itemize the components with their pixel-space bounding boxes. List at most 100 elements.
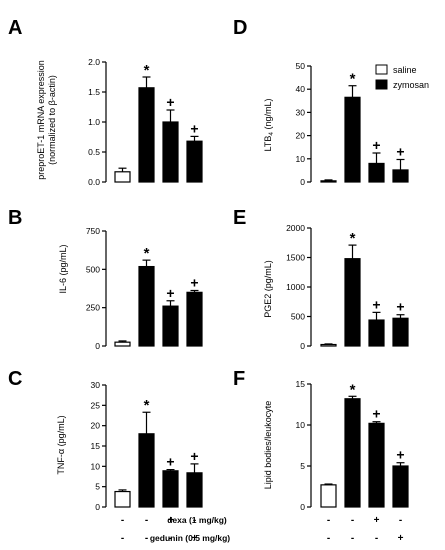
y-tick-label: 10 — [296, 154, 306, 164]
bar — [320, 484, 337, 508]
panel-A: A preproET-1 mRNA expression (normalized… — [8, 17, 203, 187]
y-tick-label: 0 — [300, 502, 305, 512]
significance-marker: + — [396, 299, 404, 315]
y-axis-label: IL-6 (pg/mL) — [58, 244, 68, 293]
bar — [186, 291, 203, 347]
bar — [392, 317, 409, 347]
y-tick-label: 2.0 — [88, 57, 100, 67]
treatment-sign: - — [169, 533, 172, 544]
y-tick-label: 0.0 — [88, 177, 100, 187]
y-tick-label: 30 — [296, 107, 306, 117]
treatment-sign: + — [374, 515, 380, 526]
bar — [320, 343, 337, 347]
significance-marker: + — [372, 137, 380, 153]
significance-marker: + — [396, 143, 404, 159]
y-tick-label: 20 — [296, 131, 306, 141]
legend-label-zymosan: zymosan — [393, 80, 429, 90]
y-tick-label: 0 — [300, 341, 305, 351]
treatment-sign: - — [145, 533, 148, 544]
significance-marker: * — [144, 245, 150, 262]
treatment-sign: + — [398, 533, 404, 544]
significance-marker: + — [372, 406, 380, 422]
significance-marker: + — [166, 285, 174, 301]
panel-F: F Lipid bodies/leukocyte 0 5 10 15 * + + — [233, 368, 409, 512]
panel-letter: A — [8, 17, 22, 39]
y-tick-label: 0 — [95, 341, 100, 351]
y-tick-label: 250 — [86, 303, 100, 313]
bar — [114, 341, 131, 347]
y-tick-label: 40 — [296, 84, 306, 94]
y-tick-label: 20 — [91, 421, 101, 431]
panel-C: C TNF-α (pg/mL) 0 5 10 15 20 25 30 * + + — [8, 368, 203, 512]
y-tick-label: 10 — [296, 420, 306, 430]
bar — [368, 162, 385, 183]
bar — [392, 169, 409, 183]
y-tick-label: 25 — [91, 400, 101, 410]
treatment-sign: - — [351, 515, 354, 526]
bar — [162, 305, 179, 347]
y-tick-label: 2000 — [286, 223, 305, 233]
treatment-signs-left: - - + - - - - + — [121, 515, 198, 544]
bar — [186, 472, 203, 508]
significance-marker: * — [144, 62, 150, 79]
significance-marker: + — [166, 94, 174, 110]
bar — [392, 465, 409, 508]
treatment-label-dexa: dexa (1 mg/kg) — [167, 515, 227, 525]
y-axis-label-line1: preproET-1 mRNA expression — [36, 60, 46, 180]
treatment-sign: - — [327, 533, 330, 544]
treatment-sign: - — [121, 515, 124, 526]
significance-marker: + — [372, 296, 380, 312]
treatment-table: dexa (1 mg/kg) gedunin (0.5 mg/kg) - - + --… — [121, 515, 404, 544]
significance-marker: * — [350, 381, 356, 398]
treatment-sign: - — [193, 515, 196, 526]
y-tick-label: 30 — [91, 380, 101, 390]
y-tick-label: 15 — [296, 379, 306, 389]
significance-marker: + — [190, 448, 198, 464]
treatment-sign: + — [192, 533, 198, 544]
panel-letter: F — [233, 368, 245, 390]
bar — [138, 265, 155, 347]
bar — [138, 433, 155, 508]
significance-marker: * — [144, 397, 150, 414]
y-tick-label: 0.5 — [88, 147, 100, 157]
y-tick-label: 5 — [300, 461, 305, 471]
bar — [320, 180, 337, 183]
legend: saline zymosan — [375, 64, 429, 90]
bar — [114, 171, 131, 183]
bar — [344, 398, 361, 508]
y-axis-label-line2: (normalized to β-actin) — [47, 75, 57, 165]
panel-D: D LTB4 (ng/mL) 0 10 20 30 40 50 * + + — [233, 17, 409, 187]
treatment-sign: - — [375, 533, 378, 544]
y-tick-label: 1.5 — [88, 87, 100, 97]
y-tick-label: 10 — [91, 461, 101, 471]
y-tick-label: 1500 — [286, 253, 305, 263]
significance-marker: + — [190, 274, 198, 290]
y-tick-label: 50 — [296, 61, 306, 71]
significance-marker: * — [350, 230, 356, 247]
bar — [368, 319, 385, 347]
significance-marker: * — [350, 71, 356, 88]
panel-letter: E — [233, 207, 246, 229]
treatment-signs-right: - - + - - - - + — [327, 515, 404, 544]
bar — [162, 470, 179, 508]
panel-letter: C — [8, 368, 22, 390]
panel-B: B IL-6 (pg/mL) 0 250 500 750 * + + — [8, 207, 203, 351]
y-tick-label: 750 — [86, 226, 100, 236]
bar — [344, 258, 361, 347]
treatment-sign: + — [168, 515, 174, 526]
y-axis-label: TNF-α (pg/mL) — [56, 415, 66, 474]
significance-marker: + — [190, 120, 198, 136]
treatment-sign: - — [121, 533, 124, 544]
legend-label-saline: saline — [393, 65, 417, 75]
bar — [162, 121, 179, 183]
treatment-sign: - — [399, 515, 402, 526]
treatment-label-gedunin: gedunin (0.5 mg/kg) — [150, 533, 230, 543]
y-axis-label: Lipid bodies/leukocyte — [263, 401, 273, 490]
y-tick-label: 1000 — [286, 282, 305, 292]
bar — [138, 87, 155, 183]
bar — [114, 490, 131, 508]
treatment-sign: - — [145, 515, 148, 526]
significance-marker: + — [166, 454, 174, 470]
treatment-sign: - — [327, 515, 330, 526]
y-axis-label: LTB4 (ng/mL) — [263, 99, 275, 152]
